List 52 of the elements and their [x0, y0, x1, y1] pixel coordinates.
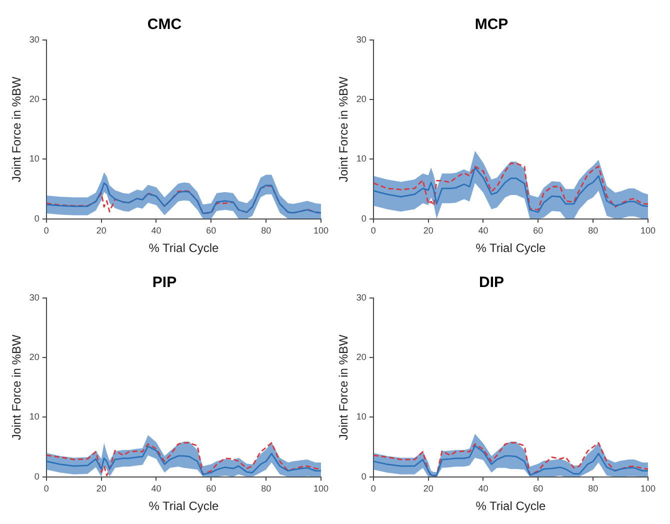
x-tick-label: 20: [96, 484, 106, 494]
x-tick-label: 20: [423, 484, 434, 494]
x-tick-label: 80: [588, 226, 598, 236]
x-tick-label: 100: [640, 484, 656, 494]
y-axis-title: Joint Force in %BW: [336, 76, 351, 182]
y-tick-label: 30: [356, 292, 366, 302]
x-tick-label: 80: [261, 484, 272, 494]
x-tick-label: 20: [96, 226, 106, 236]
y-tick-label: 30: [356, 34, 366, 44]
x-tick-label: 60: [206, 226, 216, 236]
x-tick-label: 40: [151, 226, 162, 236]
x-tick-label: 0: [370, 484, 376, 494]
x-axis-title: % Trial Cycle: [148, 499, 220, 514]
x-tick-label: 0: [44, 484, 49, 494]
x-axis-title: % Trial Cycle: [476, 499, 546, 514]
y-tick-label: 20: [356, 352, 366, 362]
x-tick-label: 80: [588, 484, 598, 494]
x-axis-title: % Trial Cycle: [476, 241, 546, 256]
x-tick-label: 100: [313, 226, 329, 236]
y-tick-label: 30: [29, 292, 40, 302]
y-axis-title: Joint Force in %BW: [336, 334, 351, 440]
y-tick-label: 20: [29, 352, 40, 362]
y-tick-label: 0: [34, 471, 40, 482]
chart-title: CMC: [147, 16, 182, 34]
y-tick-label: 10: [356, 412, 366, 422]
x-tick-label: 20: [423, 226, 434, 236]
y-axis-title: Joint Force in %BW: [10, 334, 24, 440]
y-tick-label: 10: [29, 412, 40, 422]
chart-title: MCP: [474, 16, 508, 34]
x-tick-label: 40: [478, 484, 488, 494]
x-tick-label: 60: [533, 484, 544, 494]
x-tick-label: 40: [151, 484, 162, 494]
y-tick-label: 30: [29, 34, 40, 44]
x-tick-label: 40: [478, 226, 488, 236]
y-tick-label: 10: [29, 154, 40, 164]
x-tick-label: 60: [206, 484, 216, 494]
y-tick-label: 0: [361, 213, 366, 224]
y-axis-title: Joint Force in %BW: [10, 76, 24, 182]
y-tick-label: 0: [361, 471, 366, 482]
x-tick-label: 100: [313, 484, 329, 494]
y-tick-label: 0: [34, 213, 40, 224]
x-axis-title: % Trial Cycle: [148, 241, 220, 256]
chart-title: PIP: [152, 274, 177, 292]
y-tick-label: 20: [356, 94, 366, 104]
y-tick-label: 10: [356, 154, 366, 164]
y-tick-label: 20: [29, 94, 40, 104]
chart-title: DIP: [478, 274, 504, 292]
x-tick-label: 80: [261, 226, 272, 236]
x-tick-label: 0: [370, 226, 376, 236]
x-tick-label: 60: [533, 226, 544, 236]
x-tick-label: 100: [640, 226, 656, 236]
x-tick-label: 0: [44, 226, 49, 236]
